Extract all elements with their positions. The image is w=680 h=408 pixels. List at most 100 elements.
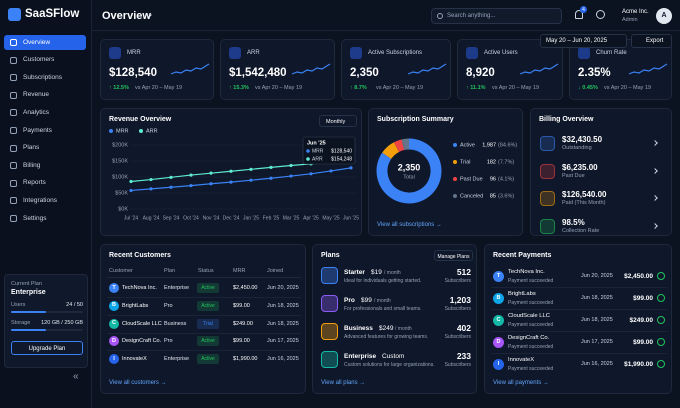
legend-marker xyxy=(109,129,113,133)
payment-date: Jun 16, 2025 xyxy=(581,361,613,367)
point xyxy=(249,167,253,171)
nav-label: Customers xyxy=(23,56,55,64)
view-link[interactable]: View all plans → xyxy=(321,380,366,386)
y-tick-label: $200K xyxy=(112,142,128,148)
avatar-initial: B xyxy=(112,302,116,309)
nav-icon xyxy=(10,215,17,222)
customer-plan: Pro xyxy=(164,338,173,345)
status-badge: Active xyxy=(197,336,219,347)
kpi-change: ↑ 11.1% xyxy=(466,85,486,91)
nav-label: Analytics xyxy=(23,108,50,116)
nav-label: Subscriptions xyxy=(23,73,63,81)
manage-plans-button[interactable]: Manage Plans xyxy=(434,250,473,261)
chevron[interactable] xyxy=(652,140,658,146)
avatar-initial: A xyxy=(661,12,667,19)
value-label: 1,987 xyxy=(482,142,496,148)
header-divider xyxy=(92,30,680,31)
progress-fill xyxy=(11,329,46,331)
chevron[interactable] xyxy=(652,167,658,174)
nav-item[interactable]: Plans xyxy=(4,141,86,156)
avatar[interactable]: A xyxy=(656,8,672,24)
plan-count: 233 xyxy=(456,351,471,361)
button-label: Upgrade Plan xyxy=(28,345,66,352)
point xyxy=(289,163,293,168)
plan-count-label: Subscribers xyxy=(444,334,471,340)
donut-segment xyxy=(382,142,400,160)
search-icon xyxy=(437,13,443,19)
nav-icon xyxy=(10,144,17,152)
tooltip-title: Jun '25 xyxy=(307,140,326,146)
nav-icon xyxy=(10,109,17,117)
search-box[interactable]: Search anything... xyxy=(431,8,562,24)
period-select[interactable]: Monthly xyxy=(319,115,357,127)
nav-icon xyxy=(10,74,17,82)
nav-icon xyxy=(10,39,17,46)
nav-item[interactable]: Subscriptions xyxy=(4,70,86,85)
plan-icon xyxy=(321,323,338,340)
x-tick-label: Feb '25 xyxy=(263,215,280,221)
kpi-value: 2,350 xyxy=(350,67,379,79)
tooltip-value: $128,540 xyxy=(331,148,352,154)
brand-name: SaaSFlow xyxy=(25,8,80,20)
avatar-initial: D xyxy=(112,337,116,344)
tooltip-box xyxy=(302,136,356,165)
kpi-icon xyxy=(466,47,478,59)
button-label: Manage Plans xyxy=(437,253,470,260)
date-range[interactable]: May 20 – Jun 20, 2025 xyxy=(540,34,627,48)
period-label: Monthly xyxy=(326,118,346,125)
nav-item[interactable]: Revenue xyxy=(4,88,86,103)
nav-item[interactable]: Integrations xyxy=(4,193,86,208)
point xyxy=(189,173,193,177)
nav-label: Payments xyxy=(23,126,52,134)
chevron[interactable] xyxy=(652,195,658,201)
legend-label: Active xyxy=(460,142,475,148)
kpi-change: ↑ 8.7% xyxy=(350,85,367,91)
kpi-label: MRR xyxy=(127,49,141,56)
customer-mrr: $1,990.00 xyxy=(233,356,258,363)
view-link[interactable]: View all payments → xyxy=(493,380,549,386)
payment-date: Jun 20, 2025 xyxy=(581,273,613,279)
billing-value: $126,540.00 xyxy=(562,190,607,199)
payer-avatar: C xyxy=(493,315,504,326)
nav-item[interactable]: Overview xyxy=(4,35,86,50)
y-tick-label: $0K xyxy=(118,206,128,212)
help-icon[interactable] xyxy=(596,10,605,19)
nav-item[interactable]: Payments xyxy=(4,123,86,138)
legend-label: MRR xyxy=(116,128,129,134)
view-link[interactable]: View all subscriptions → xyxy=(377,222,442,228)
upgrade-button[interactable]: Upgrade Plan xyxy=(11,341,83,355)
x-tick-label: Sep '24 xyxy=(163,215,180,221)
row-divider xyxy=(107,332,301,334)
kpi-icon xyxy=(229,47,241,59)
sparkline xyxy=(519,63,559,75)
point xyxy=(169,175,173,179)
nav-item[interactable]: Settings xyxy=(4,211,86,226)
percent-label: (84.6%) xyxy=(498,142,517,148)
tooltip-name: MRR xyxy=(312,148,324,154)
payer-avatar: B xyxy=(493,293,504,304)
nav-item[interactable]: Customers xyxy=(4,53,86,68)
view-link[interactable]: View all customers → xyxy=(109,380,167,386)
payments-card: Recent Payments T TechNova Inc. Payment suc… xyxy=(484,244,672,394)
plan-count-label: Subscribers xyxy=(444,306,471,312)
progress-track xyxy=(11,311,83,313)
nav-item[interactable]: Analytics xyxy=(4,105,86,120)
payment-amount: $99.00 xyxy=(633,294,653,302)
row-divider xyxy=(491,287,667,288)
chevron[interactable] xyxy=(652,222,658,229)
customer-avatar: C xyxy=(109,318,119,329)
y-tick-label: $50K xyxy=(115,190,128,196)
billing-label: Collection Rate xyxy=(562,227,600,234)
nav-item[interactable]: Billing xyxy=(4,158,86,173)
progress-track xyxy=(11,329,83,331)
legend-marker xyxy=(453,160,457,164)
payment-status: Payment succeeded xyxy=(508,300,554,306)
collapse-button[interactable]: « xyxy=(73,371,79,382)
y-tick-label: $100K xyxy=(112,174,128,180)
export-button[interactable]: Export xyxy=(631,34,672,48)
payer-name: CloudScale LLC xyxy=(508,313,550,319)
status-label: Active xyxy=(201,356,215,363)
notification-bell[interactable] xyxy=(575,10,583,19)
nav-item[interactable]: Reports xyxy=(4,176,86,191)
